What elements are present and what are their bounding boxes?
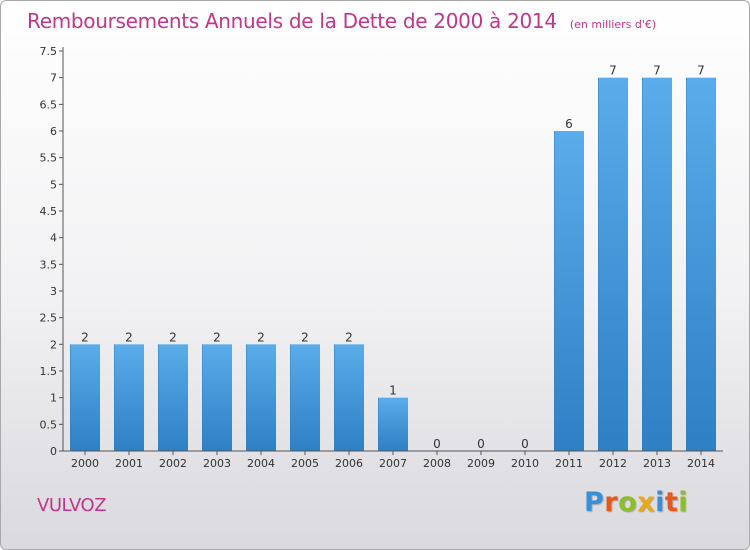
x-tick-label: 2012 bbox=[599, 457, 627, 470]
x-tick-label: 2003 bbox=[203, 457, 231, 470]
bar-edge bbox=[70, 344, 71, 451]
city-name: VULVOZ bbox=[37, 495, 107, 516]
data-label: 6 bbox=[565, 117, 573, 131]
y-tick-label: 4 bbox=[50, 232, 57, 245]
y-tick-label: 5 bbox=[50, 178, 57, 191]
bar-edge bbox=[378, 397, 379, 451]
bar-edge bbox=[642, 77, 643, 452]
y-tick-label: 2 bbox=[50, 338, 57, 351]
data-label: 2 bbox=[125, 330, 133, 344]
subtitle-text: (en milliers d'€) bbox=[569, 18, 657, 31]
data-label: 2 bbox=[301, 330, 309, 344]
logo-letter: i bbox=[678, 487, 689, 518]
data-label: 2 bbox=[81, 330, 89, 344]
bar bbox=[378, 397, 408, 451]
bar-edge bbox=[246, 344, 247, 451]
x-tick-label: 2011 bbox=[555, 457, 583, 470]
y-tick-label: 0.5 bbox=[40, 418, 58, 431]
y-tick-label: 7 bbox=[50, 72, 57, 85]
y-tick-label: 6.5 bbox=[40, 98, 58, 111]
data-label: 2 bbox=[213, 330, 221, 344]
logo-letter: r bbox=[604, 487, 619, 518]
x-tick-label: 2002 bbox=[159, 457, 187, 470]
y-tick-label: 7.5 bbox=[40, 45, 58, 58]
y-tick-label: 1.5 bbox=[40, 365, 58, 378]
bar bbox=[334, 344, 364, 451]
x-tick-label: 2001 bbox=[115, 457, 143, 470]
y-tick-label: 4.5 bbox=[40, 205, 58, 218]
x-tick-label: 2009 bbox=[467, 457, 495, 470]
bar-edge bbox=[202, 344, 203, 451]
bar-edge bbox=[334, 344, 335, 451]
y-tick-label: 6 bbox=[50, 125, 57, 138]
bar-edge bbox=[158, 344, 159, 451]
y-tick-label: 3 bbox=[50, 285, 57, 298]
x-tick-label: 2008 bbox=[423, 457, 451, 470]
x-tick-label: 2007 bbox=[379, 457, 407, 470]
bar bbox=[554, 131, 584, 451]
x-tick-label: 2004 bbox=[247, 457, 275, 470]
data-label: 0 bbox=[433, 437, 441, 451]
logo-letter: i bbox=[655, 487, 665, 518]
title-text: Remboursements Annuels de la Dette de 20… bbox=[27, 9, 557, 33]
y-tick-label: 0 bbox=[50, 445, 57, 458]
data-label: 1 bbox=[389, 384, 397, 398]
logo-letter: t bbox=[664, 487, 679, 518]
x-tick-label: 2010 bbox=[511, 457, 539, 470]
bar-edge bbox=[290, 344, 291, 451]
bar bbox=[686, 77, 716, 452]
bar bbox=[290, 344, 320, 451]
data-label: 7 bbox=[609, 64, 617, 78]
data-label: 0 bbox=[521, 437, 529, 451]
logo-letter: o bbox=[618, 487, 638, 518]
y-tick-label: 1 bbox=[50, 392, 57, 405]
logo-letter: P bbox=[584, 487, 605, 518]
x-tick-label: 2005 bbox=[291, 457, 319, 470]
bar bbox=[246, 344, 276, 451]
data-label: 7 bbox=[653, 64, 661, 78]
logo-letter: x bbox=[637, 487, 656, 518]
bar-edge bbox=[554, 131, 555, 451]
bar bbox=[202, 344, 232, 451]
bar bbox=[598, 77, 628, 452]
bar bbox=[642, 77, 672, 452]
y-tick-label: 2.5 bbox=[40, 312, 58, 325]
bar bbox=[70, 344, 100, 451]
bar-edge bbox=[114, 344, 115, 451]
data-label: 0 bbox=[477, 437, 485, 451]
x-tick-label: 2014 bbox=[687, 457, 715, 470]
proxiti-logo: Proxiti bbox=[584, 487, 688, 518]
data-label: 2 bbox=[345, 330, 353, 344]
chart-title: Remboursements Annuels de la Dette de 20… bbox=[27, 9, 656, 33]
data-label: 2 bbox=[257, 330, 265, 344]
bar bbox=[114, 344, 144, 451]
x-tick-label: 2006 bbox=[335, 457, 363, 470]
x-tick-label: 2013 bbox=[643, 457, 671, 470]
data-label: 2 bbox=[169, 330, 177, 344]
y-tick-label: 3.5 bbox=[40, 258, 58, 271]
bar-edge bbox=[686, 77, 687, 452]
y-tick-label: 5.5 bbox=[40, 152, 58, 165]
data-label: 7 bbox=[697, 64, 705, 78]
bar-edge bbox=[598, 77, 599, 452]
bar bbox=[158, 344, 188, 451]
x-tick-label: 2000 bbox=[71, 457, 99, 470]
